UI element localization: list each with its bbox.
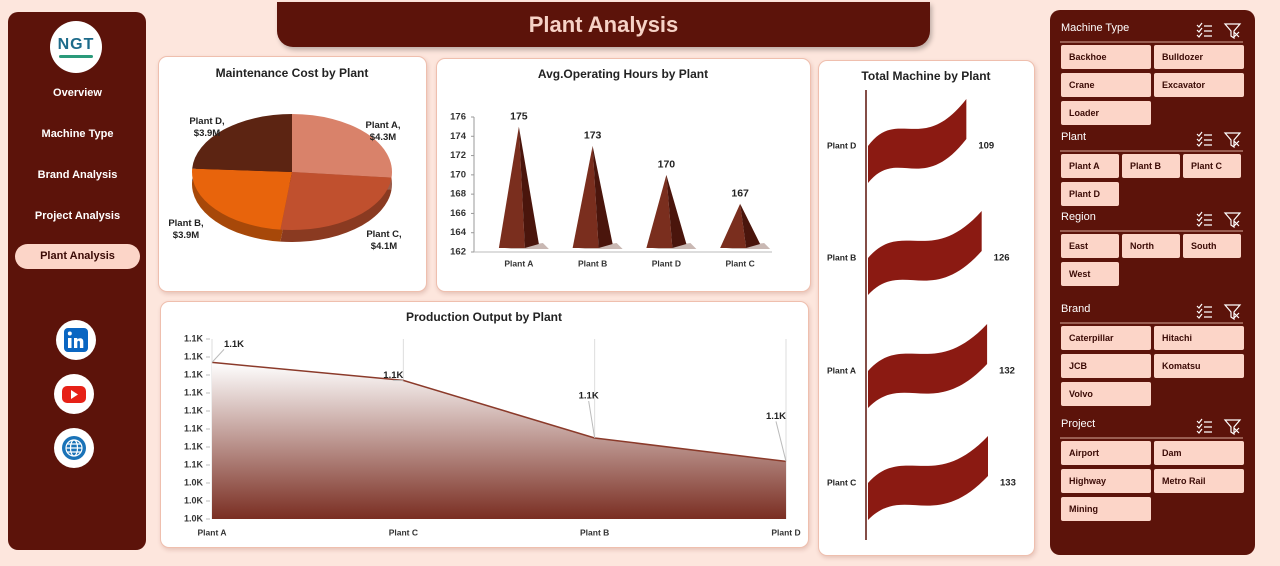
nav-item[interactable]: Plant Analysis	[15, 244, 140, 269]
slicer-item[interactable]: Excavator	[1154, 73, 1244, 97]
nav-item[interactable]: Machine Type	[41, 128, 114, 140]
header: Plant Analysis	[277, 2, 930, 47]
slicer-item[interactable]: Backhoe	[1061, 45, 1151, 69]
flag-panel	[818, 60, 1035, 556]
slicer-item[interactable]: West	[1061, 262, 1119, 286]
slicer-item[interactable]: Volvo	[1061, 382, 1151, 406]
pie-label: Plant D, $3.9M	[189, 116, 225, 139]
slicer-title: Machine Type	[1061, 22, 1130, 34]
slicer-item[interactable]: JCB	[1061, 354, 1151, 378]
logo-swoosh	[59, 55, 93, 58]
nav-item[interactable]: Project Analysis	[34, 210, 121, 222]
slicer-title: Region	[1061, 211, 1096, 223]
slicer-item[interactable]: Plant A	[1061, 154, 1119, 178]
bar-panel	[436, 58, 811, 292]
slicer-title: Plant	[1061, 131, 1087, 143]
pie-label: Plant A, $4.3M	[365, 120, 401, 143]
slicer-item[interactable]: Plant B	[1122, 154, 1180, 178]
slicer-item[interactable]: Plant C	[1183, 154, 1241, 178]
slicer-item[interactable]: Crane	[1061, 73, 1151, 97]
slicer-item[interactable]: Airport	[1061, 441, 1151, 465]
nav-item[interactable]: Brand Analysis	[37, 169, 118, 181]
slicer-title: Brand	[1061, 303, 1091, 315]
slicer-item[interactable]: Plant D	[1061, 182, 1119, 206]
logo-text: NGT	[57, 36, 95, 53]
pie-panel	[158, 56, 427, 292]
slicer-item[interactable]: North	[1122, 234, 1180, 258]
logo: NGT	[50, 21, 102, 73]
slicer-item[interactable]: Metro Rail	[1154, 469, 1244, 493]
pie-label: Plant B, $3.9M	[168, 218, 204, 241]
slicer-item[interactable]: South	[1183, 234, 1241, 258]
area-panel	[160, 301, 809, 548]
slicer-item[interactable]: Loader	[1061, 101, 1151, 125]
slicer-item[interactable]: Highway	[1061, 469, 1151, 493]
slicer-item[interactable]: Hitachi	[1154, 326, 1244, 350]
slicer-item[interactable]: Bulldozer	[1154, 45, 1244, 69]
slicer-item[interactable]: Dam	[1154, 441, 1244, 465]
nav-item[interactable]: Overview	[53, 87, 102, 99]
pie-label: Plant C, $4.1M	[366, 229, 402, 252]
slicer-item[interactable]: Mining	[1061, 497, 1151, 521]
slicer-item[interactable]: East	[1061, 234, 1119, 258]
slicer-item[interactable]: Komatsu	[1154, 354, 1244, 378]
slicer-title: Project	[1061, 418, 1096, 430]
slicer-item[interactable]: Caterpillar	[1061, 326, 1151, 350]
page-title: Plant Analysis	[528, 12, 679, 37]
